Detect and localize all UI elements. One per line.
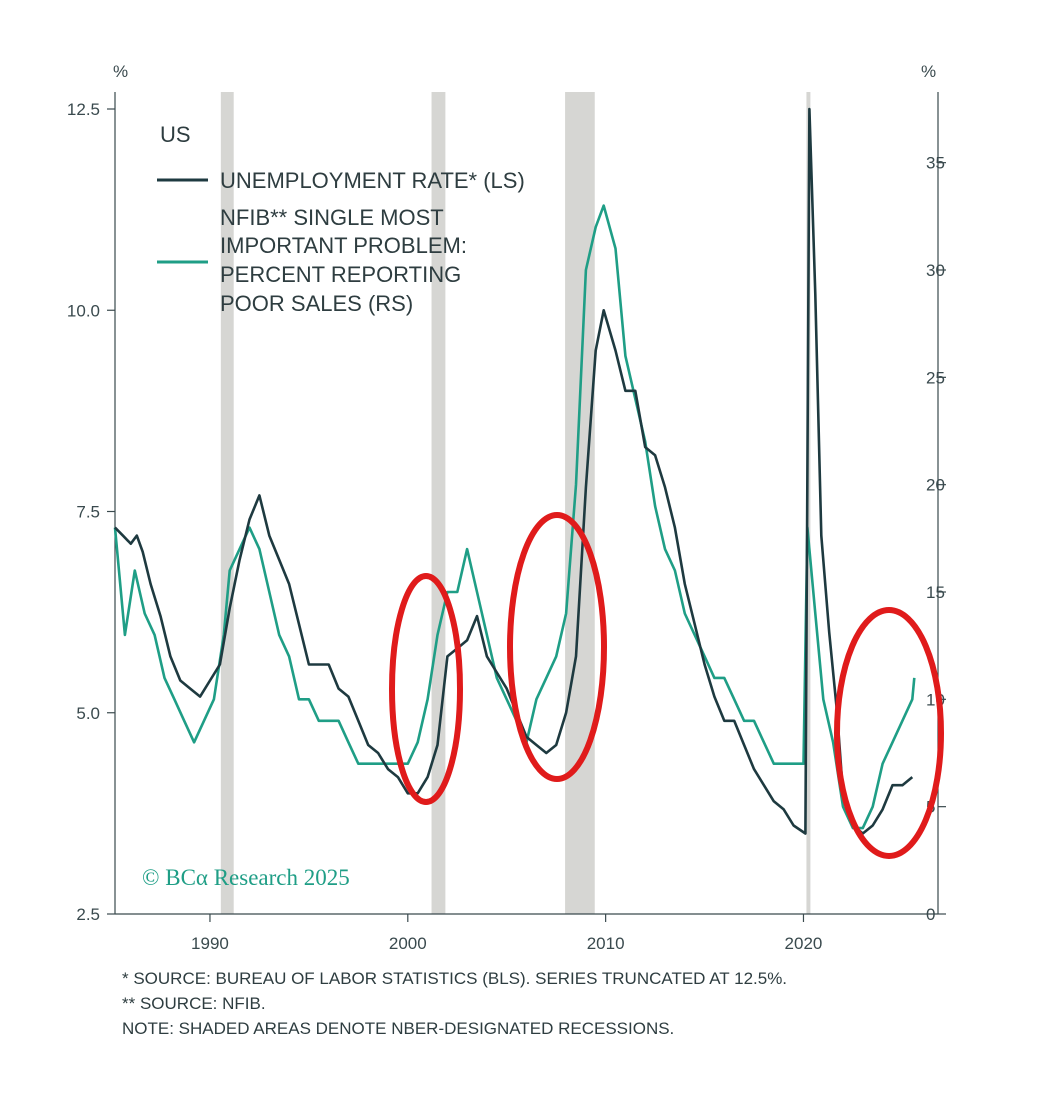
right-tick-label: 0 xyxy=(926,905,935,924)
x-tick-label: 2010 xyxy=(587,934,625,953)
legend-label-unemployment: UNEMPLOYMENT RATE* (LS) xyxy=(220,168,525,193)
right-tick-label: 25 xyxy=(926,368,945,387)
legend-label-nfib-line4: POOR SALES (RS) xyxy=(220,291,413,316)
left-tick-label: 10.0 xyxy=(67,301,100,320)
right-tick-label: 30 xyxy=(926,261,945,280)
annotation-circle-2001 xyxy=(389,573,463,805)
legend-label-nfib-line1: NFIB** SINGLE MOST xyxy=(220,205,444,230)
x-tick-label: 2000 xyxy=(389,934,427,953)
footnote-nfib: ** SOURCE: NFIB. xyxy=(122,994,266,1013)
legend: US UNEMPLOYMENT RATE* (LS) NFIB** SINGLE… xyxy=(157,122,525,316)
right-tick-label: 15 xyxy=(926,583,945,602)
legend-label-nfib-line3: PERCENT REPORTING xyxy=(220,262,461,287)
left-tick-label: 5.0 xyxy=(76,704,100,723)
recession-band-0 xyxy=(220,92,234,914)
x-tick-label: 1990 xyxy=(191,934,229,953)
chart-title: US xyxy=(160,122,191,147)
x-tick-label: 2020 xyxy=(785,934,823,953)
right-axis-unit: % xyxy=(921,62,936,81)
copyright-text: © BCα Research 2025 xyxy=(142,865,350,890)
footnotes: * SOURCE: BUREAU OF LABOR STATISTICS (BL… xyxy=(122,966,787,1041)
left-axis-unit: % xyxy=(113,62,128,81)
footnote-bls: * SOURCE: BUREAU OF LABOR STATISTICS (BL… xyxy=(122,969,788,988)
left-tick-label: 7.5 xyxy=(76,503,100,522)
recession-band-2 xyxy=(565,92,595,914)
left-tick-label: 12.5 xyxy=(67,100,100,119)
right-tick-label: 20 xyxy=(926,476,945,495)
left-tick-label: 2.5 xyxy=(76,905,100,924)
annotation-circle-2025 xyxy=(834,607,944,859)
footnote-recessions: NOTE: SHADED AREAS DENOTE NBER-DESIGNATE… xyxy=(122,1019,675,1038)
legend-label-nfib-line2: IMPORTANT PROBLEM: xyxy=(220,233,467,258)
right-tick-label: 35 xyxy=(926,154,945,173)
annotations xyxy=(389,512,944,859)
annotation-circle-2008 xyxy=(507,512,607,782)
